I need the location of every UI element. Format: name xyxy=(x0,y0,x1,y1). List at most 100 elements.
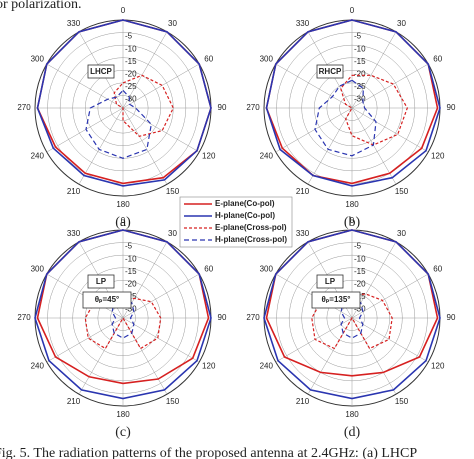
angle-label: 0 xyxy=(121,216,126,225)
r-tick-label: -10 xyxy=(354,254,366,263)
angle-label: 180 xyxy=(345,410,359,419)
grid-spoke xyxy=(46,63,124,109)
grid-spoke xyxy=(122,63,200,109)
angle-label: 120 xyxy=(202,152,216,161)
angle-label: 270 xyxy=(246,103,260,112)
angle-label: 240 xyxy=(31,362,45,371)
angle-label: 330 xyxy=(67,229,81,238)
grid-spoke xyxy=(122,107,200,153)
angle-label: 150 xyxy=(166,397,180,406)
angle-label: 240 xyxy=(31,152,45,161)
tag-box xyxy=(316,274,344,289)
grid-spoke xyxy=(46,107,124,153)
angle-label: 90 xyxy=(218,313,227,322)
pattern-curve xyxy=(340,294,364,339)
pattern-curve xyxy=(340,74,408,146)
pattern-curve xyxy=(85,89,152,159)
r-tick-label: -15 xyxy=(125,57,137,66)
r-tick-label: -5 xyxy=(125,242,133,251)
r-tick-label: -15 xyxy=(354,57,366,66)
angle-label: 180 xyxy=(116,200,130,209)
angle-label: 0 xyxy=(350,216,355,225)
angle-label: 90 xyxy=(447,103,456,112)
grid-spoke xyxy=(351,63,429,109)
annotation: θₚ=45° xyxy=(95,295,120,304)
r-tick-label: -30 xyxy=(354,305,366,314)
panel-label: (b) xyxy=(344,215,361,230)
angle-label: 210 xyxy=(296,187,310,196)
tag-label: LP xyxy=(325,277,336,286)
angle-label: 30 xyxy=(397,19,406,28)
angle-label: 60 xyxy=(204,265,213,274)
pattern-curve xyxy=(36,19,212,187)
r-tick-label: -20 xyxy=(354,69,366,78)
angle-label: 30 xyxy=(397,229,406,238)
angle-label: 0 xyxy=(350,6,355,15)
angle-label: 300 xyxy=(260,265,274,274)
r-tick-label: -25 xyxy=(125,82,137,91)
angle-label: 120 xyxy=(202,362,216,371)
grid-spoke xyxy=(122,107,168,185)
angle-label: 0 xyxy=(121,6,126,15)
tag-label: LHCP xyxy=(90,67,112,76)
angle-label: 330 xyxy=(296,229,310,238)
grid-spoke xyxy=(46,317,124,363)
angle-label: 90 xyxy=(447,313,456,322)
r-tick-label: -5 xyxy=(354,242,362,251)
r-tick-label: -10 xyxy=(125,254,137,263)
r-tick-label: -15 xyxy=(125,267,137,276)
angle-label: 330 xyxy=(296,19,310,28)
angle-label: 210 xyxy=(67,397,81,406)
grid-spoke xyxy=(351,317,429,363)
r-tick-label: -30 xyxy=(125,95,137,104)
legend-label: E-plane(Cross-pol) xyxy=(215,223,287,232)
angle-label: 270 xyxy=(17,313,31,322)
angle-label: 300 xyxy=(31,55,45,64)
pattern-curve xyxy=(265,19,441,187)
angle-label: 150 xyxy=(166,187,180,196)
tag-label: LP xyxy=(96,277,107,286)
r-tick-label: -30 xyxy=(354,95,366,104)
pattern-curve xyxy=(311,293,393,350)
legend-label: H-plane(Co-pol) xyxy=(215,211,275,220)
legend-box xyxy=(179,196,293,248)
grid-spoke xyxy=(307,317,353,395)
grid-spoke xyxy=(351,31,397,109)
annotation: θₚ=135° xyxy=(322,295,351,304)
grid-spoke xyxy=(275,317,353,363)
r-tick-label: -5 xyxy=(125,32,133,41)
angle-label: 210 xyxy=(67,187,81,196)
angle-label: 300 xyxy=(31,265,45,274)
angle-label: 330 xyxy=(67,19,81,28)
angle-label: 150 xyxy=(395,397,409,406)
pattern-curve xyxy=(113,74,174,137)
grid-spoke xyxy=(78,107,124,185)
r-tick-label: -20 xyxy=(125,279,137,288)
pattern-curve xyxy=(111,294,135,339)
r-tick-label: -5 xyxy=(354,32,362,41)
pattern-curve xyxy=(314,79,377,157)
grid-spoke xyxy=(275,63,353,109)
angle-label: 60 xyxy=(204,55,213,64)
caption: Fig. 5. The radiation patterns of the pr… xyxy=(0,446,417,459)
panel-label: (d) xyxy=(344,425,361,440)
panel-label: (a) xyxy=(115,215,131,230)
grid-spoke xyxy=(122,317,168,395)
r-tick-label: -20 xyxy=(125,69,137,78)
angle-label: 30 xyxy=(168,19,177,28)
r-tick-label: -20 xyxy=(354,279,366,288)
grid-spoke xyxy=(351,107,397,185)
grid-spoke xyxy=(275,107,353,153)
r-tick-label: -10 xyxy=(125,44,137,53)
grid-spoke xyxy=(307,107,353,185)
tag-box xyxy=(87,274,115,289)
angle-label: 150 xyxy=(395,187,409,196)
grid-spoke xyxy=(122,273,200,319)
angle-label: 90 xyxy=(218,103,227,112)
angle-label: 270 xyxy=(17,103,31,112)
grid-spoke xyxy=(351,107,429,153)
angle-label: 120 xyxy=(431,362,445,371)
tag-box xyxy=(87,64,115,79)
r-tick-label: -10 xyxy=(354,44,366,53)
